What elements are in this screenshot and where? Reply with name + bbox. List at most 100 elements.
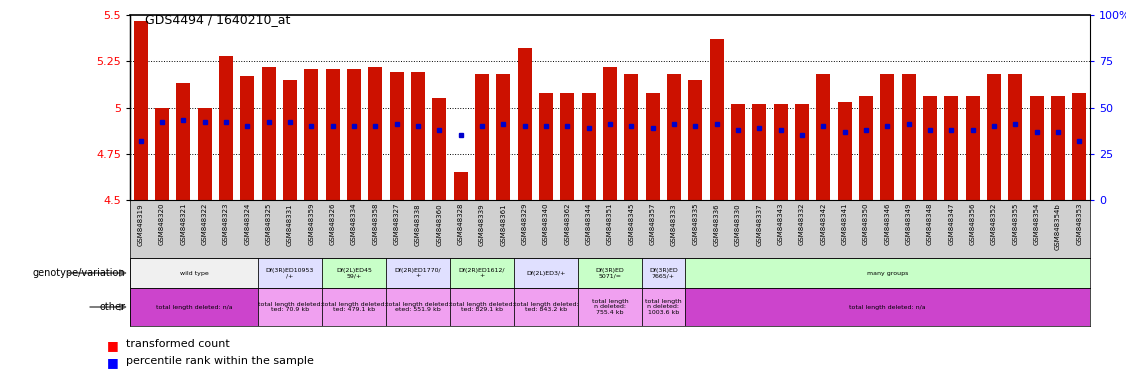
Bar: [945, 96, 958, 200]
Text: GSM848350: GSM848350: [863, 203, 869, 245]
Text: GSM848331: GSM848331: [287, 203, 293, 245]
Bar: [258, 258, 322, 288]
Bar: [881, 74, 894, 200]
Text: GSM848345: GSM848345: [628, 203, 634, 245]
Bar: [432, 98, 446, 200]
Text: GSM848329: GSM848329: [521, 203, 528, 245]
Text: GDS4494 / 1640210_at: GDS4494 / 1640210_at: [145, 13, 291, 26]
Bar: [838, 102, 851, 200]
Bar: [198, 108, 212, 200]
Bar: [731, 104, 745, 200]
Bar: [642, 258, 685, 288]
Bar: [816, 74, 830, 200]
Text: genotype/variation: genotype/variation: [33, 268, 125, 278]
Bar: [134, 21, 148, 200]
Text: Df(2R)ED1612/
+: Df(2R)ED1612/ +: [458, 268, 506, 278]
Bar: [450, 288, 513, 326]
Text: GSM848354b: GSM848354b: [1055, 203, 1061, 250]
Text: GSM848336: GSM848336: [714, 203, 720, 245]
Bar: [322, 288, 386, 326]
Text: Df(3R)ED
7665/+: Df(3R)ED 7665/+: [649, 268, 678, 278]
Bar: [386, 288, 450, 326]
Text: GSM848342: GSM848342: [821, 203, 826, 245]
Bar: [386, 258, 450, 288]
Bar: [604, 67, 617, 200]
Bar: [220, 56, 233, 200]
Text: GSM848362: GSM848362: [564, 203, 571, 245]
Text: total length
n deleted:
755.4 kb: total length n deleted: 755.4 kb: [591, 299, 628, 315]
Text: GSM848335: GSM848335: [692, 203, 698, 245]
Bar: [625, 74, 638, 200]
Bar: [578, 288, 642, 326]
Text: total length deleted:
ted: 70.9 kb: total length deleted: ted: 70.9 kb: [258, 302, 322, 312]
Text: GSM848324: GSM848324: [244, 203, 250, 245]
Text: GSM848357: GSM848357: [650, 203, 655, 245]
Text: transformed count: transformed count: [126, 339, 230, 349]
Text: GSM848330: GSM848330: [735, 203, 741, 245]
Text: GSM848343: GSM848343: [778, 203, 784, 245]
Text: GSM848354: GSM848354: [1034, 203, 1039, 245]
Text: ■: ■: [107, 339, 118, 352]
Text: GSM848328: GSM848328: [457, 203, 464, 245]
Text: GSM848338: GSM848338: [415, 203, 421, 245]
Bar: [923, 96, 937, 200]
Text: wild type: wild type: [180, 270, 208, 275]
Bar: [902, 74, 915, 200]
Bar: [129, 258, 258, 288]
Text: GSM848351: GSM848351: [607, 203, 613, 245]
Text: GSM848352: GSM848352: [991, 203, 997, 245]
Bar: [1030, 96, 1044, 200]
Text: GSM848347: GSM848347: [948, 203, 955, 245]
Text: GSM848320: GSM848320: [159, 203, 166, 245]
Text: GSM848355: GSM848355: [1012, 203, 1018, 245]
Text: total length deleted: n/a: total length deleted: n/a: [155, 305, 232, 310]
Text: GSM848359: GSM848359: [309, 203, 314, 245]
Bar: [709, 39, 724, 200]
Text: ■: ■: [107, 356, 118, 369]
Bar: [368, 67, 382, 200]
Bar: [454, 172, 467, 200]
Text: total length
n deleted:
1003.6 kb: total length n deleted: 1003.6 kb: [645, 299, 681, 315]
Text: GSM848333: GSM848333: [671, 203, 677, 245]
Bar: [450, 258, 513, 288]
Bar: [752, 104, 767, 200]
Text: GSM848346: GSM848346: [884, 203, 891, 245]
Text: total length deleted:
eted: 551.9 kb: total length deleted: eted: 551.9 kb: [386, 302, 450, 312]
Bar: [347, 69, 361, 200]
Bar: [304, 69, 319, 200]
Text: GSM848341: GSM848341: [841, 203, 848, 245]
Text: GSM848321: GSM848321: [180, 203, 186, 245]
Bar: [390, 72, 403, 200]
Text: GSM848334: GSM848334: [351, 203, 357, 245]
Bar: [685, 258, 1090, 288]
Text: GSM848344: GSM848344: [586, 203, 591, 245]
Text: GSM848349: GSM848349: [905, 203, 912, 245]
Bar: [988, 74, 1001, 200]
Text: GSM848360: GSM848360: [437, 203, 443, 245]
Bar: [475, 74, 489, 200]
Text: many groups: many groups: [867, 270, 908, 275]
Bar: [667, 74, 681, 200]
Text: GSM848319: GSM848319: [137, 203, 144, 245]
Text: GSM848327: GSM848327: [394, 203, 400, 245]
Bar: [795, 104, 808, 200]
Bar: [325, 69, 340, 200]
Bar: [283, 80, 297, 200]
Bar: [642, 288, 685, 326]
Text: total length deleted: n/a: total length deleted: n/a: [849, 305, 926, 310]
Bar: [518, 48, 531, 200]
Bar: [578, 258, 642, 288]
Text: GSM848358: GSM848358: [373, 203, 378, 245]
Bar: [774, 104, 787, 200]
Text: GSM848326: GSM848326: [330, 203, 336, 245]
Text: other: other: [99, 302, 125, 312]
Text: GSM848332: GSM848332: [799, 203, 805, 245]
Text: GSM848348: GSM848348: [927, 203, 933, 245]
Bar: [497, 74, 510, 200]
Bar: [539, 93, 553, 200]
Bar: [859, 96, 873, 200]
Text: GSM848340: GSM848340: [543, 203, 549, 245]
Text: Df(2R)ED1770/
+: Df(2R)ED1770/ +: [395, 268, 441, 278]
Bar: [1051, 96, 1065, 200]
Text: GSM848323: GSM848323: [223, 203, 229, 245]
